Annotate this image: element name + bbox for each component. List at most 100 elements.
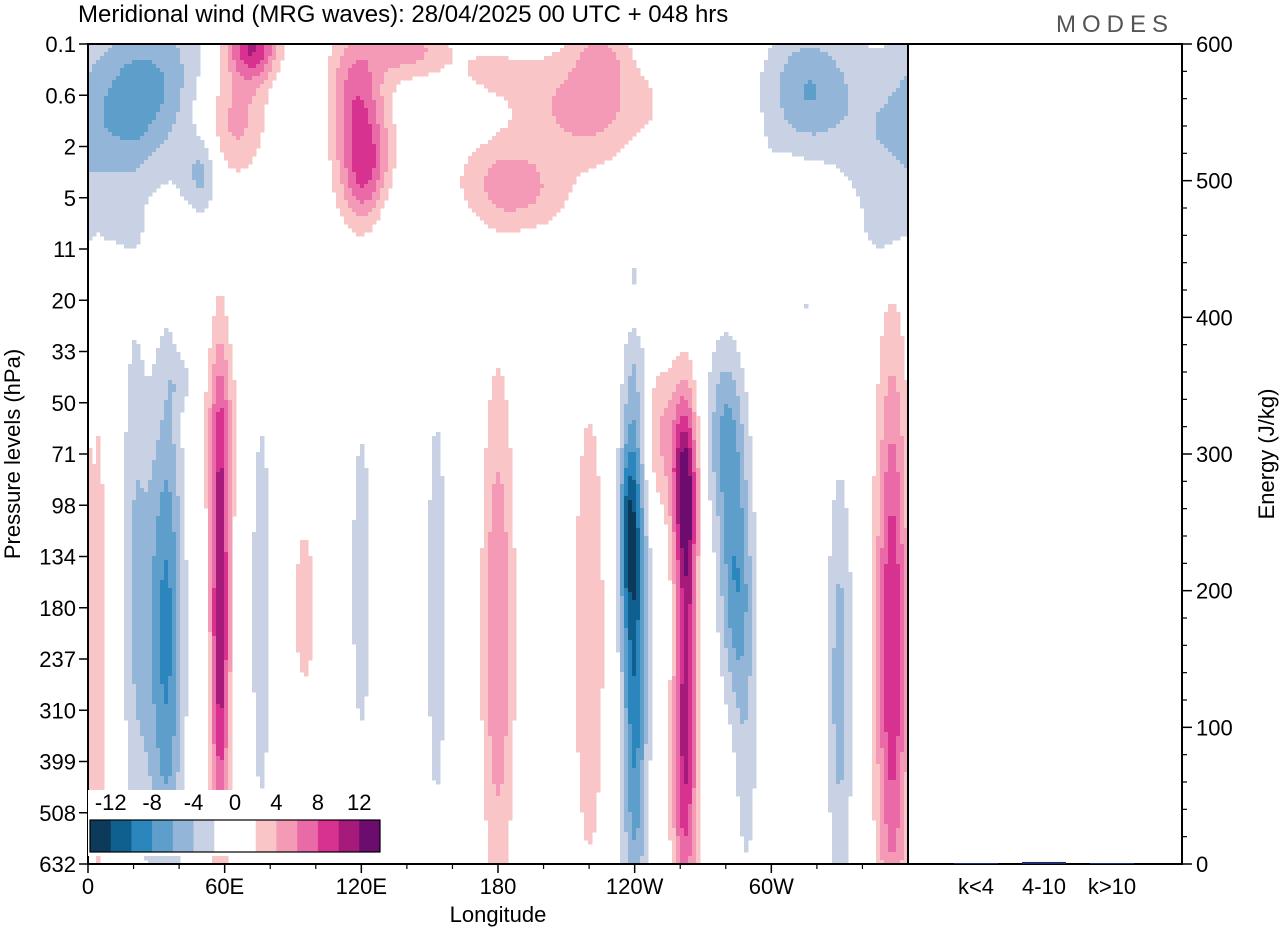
contour-cell [232,96,237,101]
contour-cell [104,160,109,165]
contour-cell [856,140,861,145]
contour-cell [564,128,569,133]
contour-cell [600,88,605,93]
contour-cell [788,48,793,53]
contour-cell [884,196,889,201]
contour-cell [196,204,201,209]
contour-cell [552,108,557,113]
contour-cell [152,164,157,169]
contour-cell [832,152,837,157]
contour-cell [568,48,573,53]
contour-cell [860,184,865,189]
contour-cell [800,144,805,149]
contour-cell [184,112,189,117]
contour-cell [484,208,489,213]
contour-cell [888,60,893,65]
contour-cell [148,144,153,149]
contour-cell [548,200,553,205]
contour-cell [796,48,801,53]
contour-cell [592,124,597,129]
contour-cell [800,80,805,85]
contour-cell [516,152,521,157]
contour-cell [136,80,141,85]
contour-cell [416,48,421,53]
contour-cell [636,84,641,89]
contour-cell [424,56,429,61]
contour-cell [880,132,885,137]
contour-cell [328,156,333,161]
contour-cell [528,76,533,81]
contour-cell [152,120,157,125]
contour-cell [864,108,869,113]
contour-cell [336,52,341,57]
contour-cell [416,56,421,61]
contour-cell [136,140,141,145]
contour-cell [844,84,849,89]
contour-cell [120,144,125,149]
contour-cell [624,128,629,133]
contour-cell [108,172,113,177]
contour-cell [112,208,117,213]
contour-cell [860,48,865,53]
contour-cell [520,80,525,85]
contour-cell [564,156,569,161]
contour-cell [528,152,533,157]
contour-cell [852,56,857,61]
contour-cell [504,176,509,181]
contour-cell [580,92,585,97]
contour-cell [796,136,801,141]
contour-cell [792,96,797,101]
contour-cell [640,96,645,101]
contour-cell [220,124,225,129]
contour-cell [528,208,533,213]
contour-cell [364,92,369,97]
contour-cell [332,120,337,125]
contour-cell [584,132,589,137]
contour-cell [816,68,821,73]
contour-cell [496,216,501,221]
contour-cell [808,156,813,161]
contour-cell [904,208,909,213]
contour-cell [804,88,809,93]
contour-cell [900,120,905,125]
contour-cell [604,88,609,93]
contour-cell [116,88,121,93]
contour-cell [524,152,529,157]
contour-cell [96,96,101,101]
contour-cell [428,56,433,61]
contour-cell [612,112,617,117]
contour-cell [376,140,381,145]
contour-cell [92,132,97,137]
contour-cell [104,168,109,173]
contour-cell [804,84,809,89]
contour-cell [104,144,109,149]
contour-cell [384,60,389,65]
contour-cell [140,56,145,61]
contour-cell [260,44,265,49]
contour-cell [120,84,125,89]
contour-cell [604,72,609,77]
contour-cell [552,140,557,145]
contour-cell [448,48,453,53]
contour-cell [820,144,825,149]
contour-cell [892,188,897,193]
contour-cell [796,80,801,85]
contour-cell [120,44,125,49]
contour-cell [608,144,613,149]
contour-cell [620,76,625,81]
contour-cell [104,176,109,181]
contour-cell [876,72,881,77]
contour-cell [376,208,381,213]
contour-cell [480,160,485,165]
contour-cell [128,136,133,141]
contour-cell [804,148,809,153]
contour-cell [184,60,189,65]
contour-cell [772,76,777,81]
contour-cell [372,132,377,137]
contour-cell [784,44,789,49]
contour-cell [360,88,365,93]
contour-cell [592,116,597,121]
contour-cell [500,88,505,93]
contour-cell [828,136,833,141]
contour-cell [116,144,121,149]
